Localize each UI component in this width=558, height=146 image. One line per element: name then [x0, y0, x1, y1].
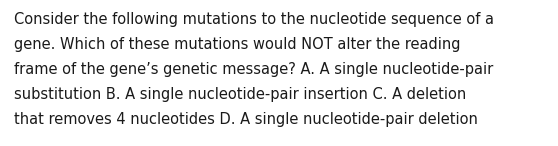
Text: substitution B. A single nucleotide-pair insertion C. A deletion: substitution B. A single nucleotide-pair…: [14, 87, 466, 102]
Text: Consider the following mutations to the nucleotide sequence of a: Consider the following mutations to the …: [14, 12, 494, 27]
Text: that removes 4 nucleotides D. A single nucleotide-pair deletion: that removes 4 nucleotides D. A single n…: [14, 112, 478, 127]
Text: frame of the gene’s genetic message? A. A single nucleotide-pair: frame of the gene’s genetic message? A. …: [14, 62, 493, 77]
Text: gene. Which of these mutations would NOT alter the reading: gene. Which of these mutations would NOT…: [14, 37, 460, 52]
